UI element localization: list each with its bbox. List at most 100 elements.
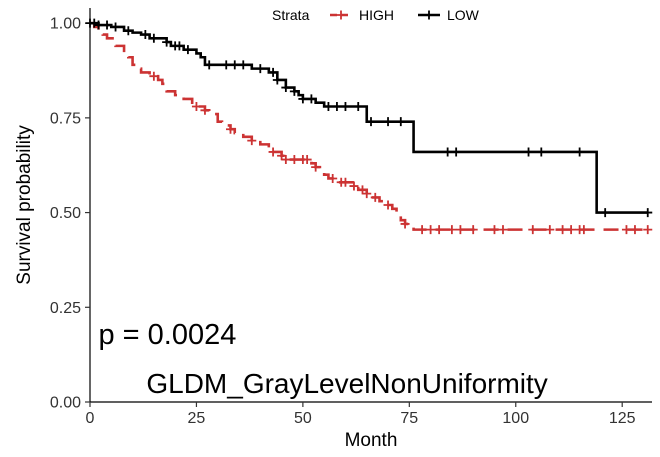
censor-mark-high bbox=[417, 225, 427, 235]
censor-mark-high bbox=[489, 225, 499, 235]
censor-mark-low bbox=[643, 208, 653, 218]
censor-mark-high bbox=[455, 225, 465, 235]
censor-mark-high bbox=[200, 105, 210, 115]
censor-mark-low bbox=[323, 102, 333, 111]
legend: Strata HIGH LOW bbox=[272, 7, 480, 23]
censor-mark-low bbox=[162, 37, 172, 47]
y-axis-title: Survival probability bbox=[14, 125, 35, 285]
censor-mark-low bbox=[340, 102, 350, 111]
x-tick-label: 50 bbox=[294, 410, 312, 427]
censor-mark-low bbox=[353, 102, 363, 111]
legend-items: HIGH LOW bbox=[330, 7, 480, 23]
feature-name-annotation: GLDM_GrayLevelNonUniformity bbox=[146, 368, 547, 399]
x-tick-label: 0 bbox=[86, 410, 95, 427]
y-tick-label: 0.00 bbox=[50, 395, 81, 412]
y-tick-label: 1.00 bbox=[50, 16, 81, 33]
censor-mark-low bbox=[174, 41, 184, 51]
censor-mark-high bbox=[268, 147, 278, 157]
censor-mark-low bbox=[183, 45, 193, 55]
y-tick-label: 0.50 bbox=[50, 205, 81, 222]
y-axis-ticks: 0.00 0.25 0.50 0.75 1.00 bbox=[50, 16, 90, 412]
censor-mark-high bbox=[362, 189, 372, 199]
censor-mark-high bbox=[643, 225, 653, 235]
censor-mark-low bbox=[230, 60, 240, 70]
censor-mark-high bbox=[311, 162, 321, 172]
censor-mark-low bbox=[383, 117, 393, 127]
censor-mark-low bbox=[255, 64, 265, 74]
censor-mark-high bbox=[579, 225, 589, 235]
censor-mark-high bbox=[191, 102, 201, 111]
censor-mark-high bbox=[302, 155, 312, 165]
x-axis-ticks: 0 25 50 75 100 125 bbox=[86, 402, 636, 427]
censor-mark-low bbox=[600, 208, 610, 218]
curve-low bbox=[90, 21, 648, 214]
censor-mark-low bbox=[306, 94, 316, 104]
censor-mark-high bbox=[434, 225, 444, 235]
series-low bbox=[85, 18, 653, 218]
censor-mark-low bbox=[89, 18, 99, 28]
censor-mark-low bbox=[272, 75, 282, 85]
censor-mark-low bbox=[298, 94, 308, 104]
censor-mark-high bbox=[447, 225, 457, 235]
series-high bbox=[90, 21, 653, 235]
censor-mark-low bbox=[268, 67, 278, 77]
censor-mark-low bbox=[238, 60, 248, 70]
censor-mark-high bbox=[468, 225, 478, 235]
censor-mark-high bbox=[630, 225, 640, 235]
x-tick-label: 25 bbox=[188, 410, 206, 427]
censor-mark-high bbox=[226, 124, 235, 134]
censor-mark-high bbox=[566, 225, 576, 235]
curve-high bbox=[90, 21, 648, 231]
censor-mark-low bbox=[94, 20, 104, 30]
censor-mark-low bbox=[443, 147, 453, 157]
legend-key-low bbox=[418, 10, 440, 20]
y-tick-label: 0.75 bbox=[50, 110, 81, 127]
censor-mark-high bbox=[247, 136, 257, 146]
censor-mark-low bbox=[102, 20, 112, 30]
censor-mark-high bbox=[621, 225, 631, 235]
censor-mark-low bbox=[575, 147, 585, 157]
censor-mark-low bbox=[396, 117, 406, 127]
x-axis-title: Month bbox=[345, 430, 398, 451]
censor-mark-low bbox=[149, 33, 159, 43]
y-tick-label: 0.25 bbox=[50, 300, 81, 317]
p-value-annotation: p = 0.0024 bbox=[99, 319, 237, 351]
legend-swatch-mark bbox=[336, 10, 346, 20]
censor-mark-high bbox=[400, 219, 410, 229]
legend-label-high: HIGH bbox=[359, 7, 394, 23]
censor-mark-low bbox=[111, 22, 121, 32]
censor-mark-low bbox=[221, 60, 231, 70]
censor-mark-high bbox=[289, 155, 299, 165]
legend-swatch-mark bbox=[424, 10, 434, 20]
censor-mark-low bbox=[366, 117, 376, 127]
censor-mark-high bbox=[340, 177, 350, 187]
censor-mark-high bbox=[426, 225, 436, 235]
censor-mark-high bbox=[370, 192, 380, 202]
censor-mark-high bbox=[528, 225, 538, 235]
censor-mark-high bbox=[383, 200, 393, 210]
censor-mark-low bbox=[123, 26, 133, 36]
censor-mark-low bbox=[281, 83, 291, 93]
legend-title: Strata bbox=[272, 7, 310, 23]
censor-mark-high bbox=[149, 71, 159, 81]
legend-key-high bbox=[330, 10, 352, 20]
censor-mark-low bbox=[524, 147, 534, 157]
censor-mark-high bbox=[558, 225, 568, 235]
censor-mark-high bbox=[281, 155, 291, 165]
censor-mark-high bbox=[498, 225, 508, 235]
censor-mark-low bbox=[451, 147, 461, 157]
chart-axes bbox=[89, 8, 652, 403]
censor-mark-low bbox=[204, 60, 214, 70]
censor-mark-low bbox=[536, 147, 546, 157]
x-tick-label: 100 bbox=[502, 410, 529, 427]
censor-mark-high bbox=[349, 181, 359, 191]
censor-mark-high bbox=[328, 173, 338, 183]
censor-mark-low bbox=[140, 30, 150, 40]
censor-mark-low bbox=[332, 102, 342, 111]
legend-label-low: LOW bbox=[447, 7, 480, 23]
x-tick-label: 125 bbox=[609, 410, 636, 427]
survival-curves bbox=[85, 18, 653, 235]
censor-mark-low bbox=[289, 86, 299, 96]
x-tick-label: 75 bbox=[400, 410, 418, 427]
